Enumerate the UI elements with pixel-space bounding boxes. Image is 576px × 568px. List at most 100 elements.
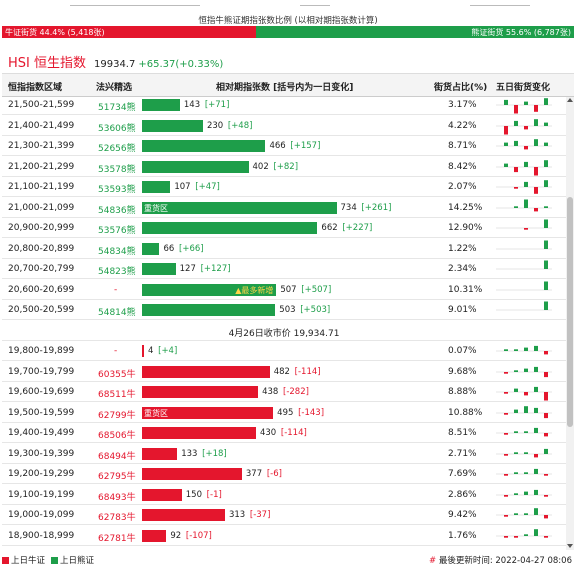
- row-code[interactable]: 62795牛: [98, 472, 136, 482]
- scroll-up-icon[interactable]: [567, 98, 573, 102]
- table-row[interactable]: 20,800-20,899 54834熊 66 [+66] 1.22%: [2, 239, 566, 259]
- row-pct: 9.68%: [448, 366, 477, 377]
- table-row[interactable]: 21,300-21,399 52656熊 466 [+157] 8.71%: [2, 136, 566, 156]
- table-row[interactable]: 20,900-20,999 53576熊 662 [+227] 12.90%: [2, 218, 566, 238]
- sparkline-bar: [524, 146, 528, 150]
- contracts-value: 92: [170, 530, 182, 541]
- row-code[interactable]: 60355牛: [98, 369, 136, 380]
- contracts-bar: [142, 242, 160, 255]
- contracts-bar: [142, 181, 171, 193]
- row-code[interactable]: 54823熊: [98, 267, 136, 277]
- table-row[interactable]: 19,500-19,599 62799牛 重货区 495 [-143] 10.88%: [2, 403, 566, 423]
- row-pct: 2.86%: [448, 489, 477, 500]
- five-day-sparkline: [496, 528, 552, 538]
- table-row[interactable]: 21,100-21,199 53593熊 107 [+47] 2.07%: [2, 177, 566, 197]
- row-code[interactable]: 62781牛: [98, 533, 136, 544]
- contracts-value: 107: [174, 182, 191, 192]
- row-code[interactable]: 51734熊: [98, 103, 136, 113]
- table-row[interactable]: 19,300-19,399 68494牛 133 [+18] 2.71%: [2, 444, 566, 464]
- close-price-divider: 4月26日收市价 19,934.71: [2, 321, 566, 341]
- header-trend: 五日街货变化: [496, 83, 551, 93]
- sparkline-bar: [534, 187, 538, 194]
- table-row[interactable]: 20,500-20,599 54814熊 503 [+503] 9.01%: [2, 300, 566, 320]
- row-code[interactable]: 54834熊: [98, 246, 136, 257]
- contracts-change: [+48]: [225, 120, 253, 131]
- row-code[interactable]: 62783牛: [98, 513, 136, 523]
- contracts-bar: [142, 365, 270, 378]
- contracts-bar: [142, 222, 318, 234]
- contracts-value: 230: [206, 120, 224, 131]
- sparkline-bar: [504, 412, 508, 415]
- row-pct: 12.90%: [448, 223, 483, 233]
- table-row[interactable]: 19,600-19,699 68511牛 438 [-282] 8.88%: [2, 382, 566, 402]
- legend-bull: 上日牛证: [2, 554, 45, 566]
- table-row[interactable]: 21,400-21,499 53606熊 230 [+48] 4.22%: [2, 116, 566, 136]
- table-row[interactable]: 19,700-19,799 60355牛 482 [-114] 9.68%: [2, 362, 566, 382]
- contracts-value: 482: [273, 366, 290, 377]
- row-pct: 9.01%: [448, 305, 477, 315]
- contracts-value: 377: [245, 469, 263, 479]
- row-pct: 0.07%: [448, 346, 477, 356]
- five-day-sparkline: [496, 508, 552, 519]
- table-row[interactable]: 19,000-19,099 62783牛 313 [-37] 9.42%: [2, 505, 566, 525]
- row-code[interactable]: 68506牛: [98, 431, 136, 441]
- contracts-label: 507 [+507]: [280, 285, 331, 295]
- table-row[interactable]: 19,400-19,499 68506牛 430 [-114] 8.51%: [2, 423, 566, 443]
- row-code[interactable]: 54814熊: [98, 308, 136, 318]
- sparkline-bar: [544, 474, 548, 476]
- scroll-down-icon[interactable]: [567, 544, 573, 548]
- sparkline-bar: [504, 494, 508, 497]
- row-pct: 2.71%: [448, 448, 477, 459]
- table-row[interactable]: 20,600-20,699 - ▲最多新增 507 [+507] 10.31%: [2, 280, 566, 300]
- sparkline-bar: [524, 513, 528, 515]
- row-range: 20,800-20,899: [8, 243, 75, 254]
- index-name[interactable]: HSI 恒生指数: [8, 56, 86, 71]
- contracts-label: 377 [-6]: [246, 469, 282, 479]
- table-row[interactable]: 19,100-19,199 68493牛 150 [-1] 2.86%: [2, 485, 566, 505]
- row-code[interactable]: 68493牛: [98, 492, 136, 503]
- five-day-sparkline: [496, 118, 552, 134]
- contracts-label: 150 [-1]: [186, 490, 222, 500]
- five-day-sparkline: [496, 386, 552, 401]
- table-row[interactable]: 21,200-21,299 53578熊 402 [+82] 8.42%: [2, 157, 566, 177]
- sparkline-bar: [514, 140, 518, 146]
- contracts-bar: [142, 119, 203, 132]
- scroll-thumb[interactable]: [567, 197, 573, 427]
- table-row[interactable]: 21,500-21,599 51734熊 143 [+71] 3.17%: [2, 97, 566, 115]
- contracts-bar: 重货区: [142, 406, 274, 419]
- contracts-bar: [142, 447, 178, 460]
- row-code[interactable]: 68511牛: [98, 390, 136, 400]
- header-contracts: 相对期指张数 [括号内为一日变化]: [216, 83, 354, 93]
- row-code[interactable]: 53578熊: [98, 164, 136, 175]
- contracts-value: 495: [277, 407, 294, 418]
- sparkline-bar: [524, 101, 528, 105]
- row-code[interactable]: 53593熊: [98, 185, 136, 195]
- row-range: 19,500-19,599: [8, 407, 75, 418]
- row-code[interactable]: 54836熊: [98, 205, 136, 216]
- table-scrollbar[interactable]: [566, 97, 574, 550]
- row-pct: 8.88%: [448, 387, 477, 397]
- sparkline-bar: [544, 351, 548, 355]
- contracts-label: 402 [+82]: [253, 162, 299, 172]
- row-code[interactable]: 53576熊: [98, 226, 136, 236]
- sparkline-bar: [504, 535, 508, 538]
- bull-bear-ratio-bar: 牛证街货 44.4% (5,418张) 熊证街货 55.6% (6,787张): [2, 26, 574, 38]
- table-row[interactable]: 18,900-18,999 62781牛 92 [-107] 1.76%: [2, 526, 566, 546]
- row-pct: 8.51%: [448, 428, 477, 438]
- row-range: 20,900-20,999: [8, 223, 75, 233]
- row-code[interactable]: 68494牛: [98, 451, 136, 462]
- contracts-bar: [142, 427, 256, 439]
- heavy-zone-tag: 重货区: [144, 408, 168, 418]
- sparkline-bar: [504, 453, 508, 456]
- sparkline-bar: [504, 125, 508, 134]
- table-row[interactable]: 19,200-19,299 62795牛 377 [-6] 7.69%: [2, 464, 566, 484]
- row-pct: 8.71%: [448, 141, 477, 151]
- distribution-table[interactable]: 21,500-21,599 51734熊 143 [+71] 3.17% 21,400-…: [2, 97, 566, 550]
- table-row[interactable]: 20,700-20,799 54823熊 127 [+127] 2.34%: [2, 259, 566, 279]
- row-code[interactable]: 52656熊: [98, 144, 136, 154]
- table-row[interactable]: 19,800-19,899 - 4 [+4] 0.07%: [2, 341, 566, 361]
- row-code[interactable]: 53606熊: [98, 123, 136, 134]
- table-row[interactable]: 21,000-21,099 54836熊 重货区 734 [+261] 14.25%: [2, 198, 566, 218]
- row-code[interactable]: 62799牛: [98, 410, 136, 421]
- sparkline-bar: [544, 301, 548, 310]
